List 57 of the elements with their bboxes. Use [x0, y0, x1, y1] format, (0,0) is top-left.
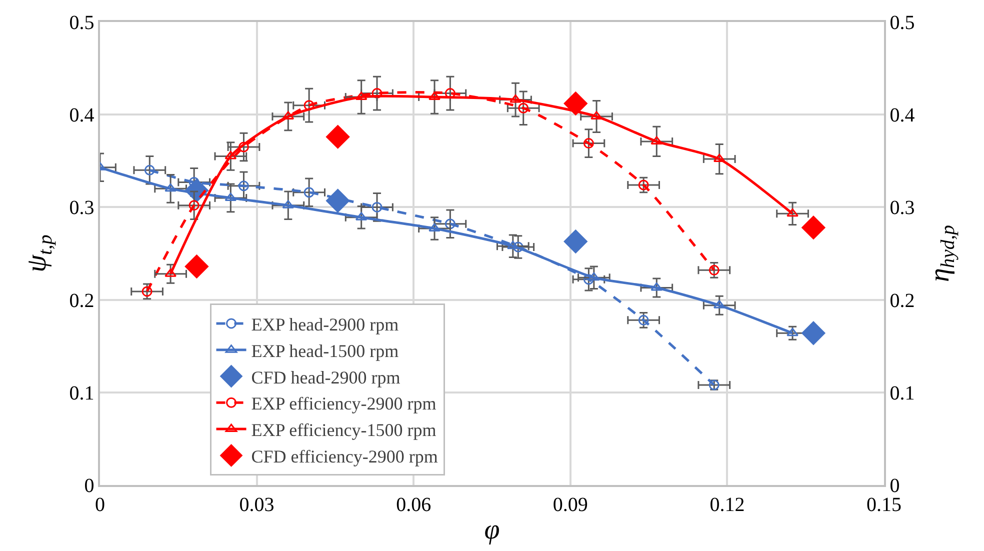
point: [164, 183, 177, 192]
legend-label: EXP head-1500 rpm: [251, 340, 399, 361]
point: [372, 88, 382, 99]
point: [304, 100, 314, 111]
point: [506, 240, 519, 250]
y2-tick-label: 0.2: [890, 290, 915, 312]
point: [590, 111, 602, 120]
point: [184, 254, 208, 278]
x-tick-label: 0.03: [239, 494, 274, 516]
x-axis-title: φ: [484, 514, 500, 546]
point: [786, 328, 798, 336]
point: [564, 92, 588, 116]
point: [428, 223, 440, 232]
legend-label: EXP efficiency-1500 rpm: [251, 420, 436, 440]
point: [588, 272, 600, 281]
point: [142, 286, 152, 297]
y-tick-label: 0: [84, 475, 94, 497]
y2-tick-label: 0.4: [890, 104, 915, 127]
point: [512, 242, 524, 252]
y-tick-label: 0.5: [69, 12, 94, 34]
y-tick-label: 0.3: [69, 197, 94, 220]
point: [583, 274, 594, 285]
x-tick-label: 0.09: [552, 494, 588, 516]
x-tick-label: 0.06: [396, 494, 432, 516]
point: [444, 218, 456, 230]
point: [518, 102, 529, 114]
y-tick-label: 0.4: [69, 104, 94, 127]
x-tick-label: 0.12: [710, 494, 745, 516]
y-tick-label: 0.1: [69, 382, 94, 404]
y2-tick-label: 0.3: [890, 197, 915, 220]
point: [304, 187, 314, 198]
point: [583, 138, 594, 149]
point: [786, 208, 798, 217]
point: [638, 180, 649, 190]
point: [372, 202, 382, 212]
point: [428, 92, 440, 100]
point: [188, 200, 200, 211]
legend-label: EXP head-2900 rpm: [251, 314, 399, 334]
y-tick-label: 0.2: [69, 290, 94, 312]
point: [713, 154, 726, 162]
point: [238, 180, 249, 192]
point: [238, 142, 249, 152]
legend-label: EXP efficiency-2900 rpm: [251, 394, 436, 414]
point: [326, 125, 350, 149]
point: [802, 216, 826, 240]
point: [638, 314, 649, 326]
legend-label: CFD efficiency-2900 rpm: [251, 446, 438, 466]
point: [355, 92, 368, 100]
point: [708, 264, 720, 276]
point: [326, 188, 350, 213]
y2-tick-label: 0.5: [890, 12, 915, 34]
point: [802, 321, 826, 345]
point: [144, 164, 155, 176]
point: [510, 94, 522, 103]
legend-label: CFD head-2900 rpm: [251, 367, 400, 388]
y2-tick-label: 0.1: [890, 382, 915, 404]
point: [564, 230, 588, 254]
